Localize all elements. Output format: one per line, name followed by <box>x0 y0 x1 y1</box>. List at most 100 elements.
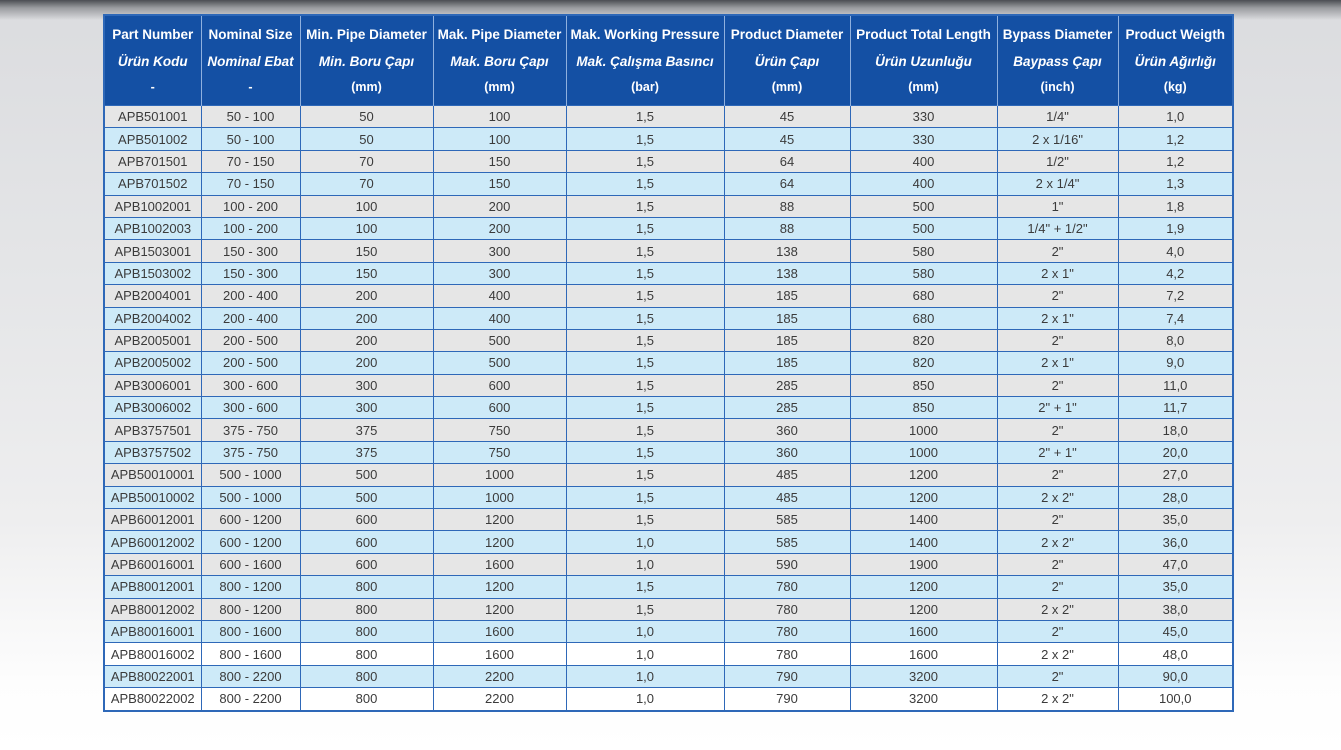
cell: 35,0 <box>1117 575 1234 599</box>
cell: 485 <box>723 485 851 510</box>
cell: 800 <box>299 642 434 666</box>
cell: 64 <box>723 149 851 174</box>
column-header: Mak. Working Pressure Mak. Çalışma Basınc… <box>565 15 725 106</box>
column-header-tr: Nominal Ebat <box>207 53 294 69</box>
cell: 1000 <box>432 485 567 510</box>
cell: 4,0 <box>1117 239 1234 263</box>
part-number-cell: APB50010001 <box>103 463 202 487</box>
cell: 360 <box>723 440 851 465</box>
cell: 850 <box>849 373 998 398</box>
cell: 138 <box>723 261 851 286</box>
cell: 500 <box>432 351 567 375</box>
part-number-cell: APB50010002 <box>103 485 202 510</box>
table-header: Part Number Ürün Kodu - Nominal Size Nominal… <box>103 15 1234 106</box>
part-number-cell: APB80022002 <box>103 687 202 712</box>
cell: 1,3 <box>1117 172 1234 196</box>
column-header-en: Mak. Pipe Diameter <box>437 27 562 43</box>
cell: 70 - 150 <box>200 149 301 174</box>
part-number-cell: APB1503001 <box>103 239 202 263</box>
cell: 790 <box>723 687 851 712</box>
cell: 1,0 <box>565 642 725 666</box>
cell: 300 - 600 <box>200 396 301 420</box>
cell: 2" <box>996 664 1119 689</box>
cell: 780 <box>723 597 851 621</box>
part-number-cell: APB1503002 <box>103 261 202 286</box>
column-header-en: Nominal Size <box>208 27 293 43</box>
table-row: APB701501 70 - 150 70 150 1,5 64 400 1/2" 1,2 <box>103 149 1234 174</box>
cell: 800 - 2200 <box>200 687 301 712</box>
table-row: APB1002003 100 - 200 100 200 1,5 88 500 1/4" + … <box>103 216 1234 241</box>
cell: 780 <box>723 642 851 666</box>
column-header-unit: (mm) <box>771 79 803 94</box>
cell: 100 <box>299 194 434 218</box>
part-number-cell: APB1002001 <box>103 194 202 218</box>
table-row: APB3757501 375 - 750 375 750 1,5 360 1000 2" 18,… <box>103 418 1234 442</box>
cell: 2 x 1/16" <box>996 127 1119 151</box>
cell: 780 <box>723 575 851 599</box>
cell: 11,0 <box>1117 373 1234 398</box>
cell: 4,2 <box>1117 261 1234 286</box>
table-row: APB3006001 300 - 600 300 600 1,5 285 850 2" 11,0 <box>103 373 1234 398</box>
cell: 150 - 300 <box>200 261 301 286</box>
column-header: Part Number Ürün Kodu - <box>103 15 202 106</box>
cell: 1200 <box>849 463 998 487</box>
cell: 1,0 <box>1117 104 1234 129</box>
cell: 185 <box>723 351 851 375</box>
cell: 1,5 <box>565 284 725 308</box>
table-row: APB501001 50 - 100 50 100 1,5 45 330 1/4" 1,0 <box>103 104 1234 129</box>
part-number-cell: APB60012002 <box>103 530 202 554</box>
cell: 138 <box>723 239 851 263</box>
table-row: APB80016002 800 - 1600 800 1600 1,0 780 1600 2 … <box>103 642 1234 666</box>
cell: 1600 <box>849 642 998 666</box>
cell: 1,0 <box>565 664 725 689</box>
cell: 1,5 <box>565 575 725 599</box>
cell: 200 <box>299 328 434 353</box>
cell: 50 <box>299 104 434 129</box>
column-header: Product Total Length Ürün Uzunluğu (mm) <box>849 15 998 106</box>
part-number-cell: APB80022001 <box>103 664 202 689</box>
cell: 100 <box>299 216 434 241</box>
cell: 11,7 <box>1117 396 1234 420</box>
column-header-tr: Ürün Kodu <box>117 53 188 69</box>
cell: 1600 <box>849 619 998 644</box>
cell: 400 <box>849 172 998 196</box>
cell: 500 <box>432 328 567 353</box>
cell: 27,0 <box>1117 463 1234 487</box>
cell: 330 <box>849 104 998 129</box>
table-row: APB80012001 800 - 1200 800 1200 1,5 780 1200 2"… <box>103 575 1234 599</box>
cell: 300 <box>432 261 567 286</box>
cell: 50 <box>299 127 434 151</box>
cell: 70 - 150 <box>200 172 301 196</box>
column-header: Min. Pipe Diameter Min. Boru Çapı (mm) <box>299 15 434 106</box>
cell: 1,2 <box>1117 127 1234 151</box>
table-row: APB2004002 200 - 400 200 400 1,5 185 680 2 x 1"… <box>103 306 1234 330</box>
cell: 1,5 <box>565 373 725 398</box>
cell: 590 <box>723 552 851 577</box>
cell: 580 <box>849 261 998 286</box>
cell: 2" <box>996 284 1119 308</box>
cell: 680 <box>849 284 998 308</box>
cell: 1,0 <box>565 530 725 554</box>
table-row: APB80022001 800 - 2200 800 2200 1,0 790 3200 2"… <box>103 664 1234 689</box>
cell: 500 <box>299 485 434 510</box>
cell: 1,5 <box>565 172 725 196</box>
cell: 600 - 1600 <box>200 552 301 577</box>
table-row: APB501002 50 - 100 50 100 1,5 45 330 2 x 1/16" 1… <box>103 127 1234 151</box>
cell: 2" <box>996 418 1119 442</box>
table-row: APB60016001 600 - 1600 600 1600 1,0 590 1900 2"… <box>103 552 1234 577</box>
cell: 1600 <box>432 552 567 577</box>
cell: 1200 <box>849 485 998 510</box>
cell: 1/4" + 1/2" <box>996 216 1119 241</box>
cell: 2" <box>996 552 1119 577</box>
cell: 400 <box>432 284 567 308</box>
table-body: APB501001 50 - 100 50 100 1,5 45 330 1/4" 1,0 APB… <box>103 104 1234 712</box>
cell: 1,5 <box>565 351 725 375</box>
cell: 600 <box>299 530 434 554</box>
table-row: APB3006002 300 - 600 300 600 1,5 285 850 2" + 1… <box>103 396 1234 420</box>
cell: 1,5 <box>565 239 725 263</box>
column-header: Product Weigth Ürün Ağırlığı (kg) <box>1117 15 1234 106</box>
cell: 200 <box>299 306 434 330</box>
part-number-cell: APB80016001 <box>103 619 202 644</box>
cell: 2 x 1" <box>996 261 1119 286</box>
cell: 2" <box>996 463 1119 487</box>
